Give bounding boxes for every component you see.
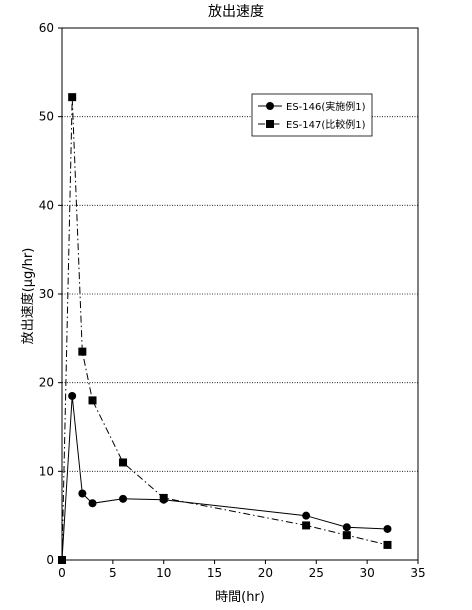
y-tick-label-40: 40 [39, 198, 54, 212]
y-tick-label-0: 0 [46, 553, 54, 567]
series-2 [58, 93, 392, 564]
legend-box [251, 93, 373, 137]
series-1-point-3 [78, 489, 87, 498]
series-2-point-2 [68, 93, 77, 102]
legend-label-1: ES-146(実施例1) [286, 100, 366, 113]
x-tick-label-20: 20 [258, 566, 273, 580]
series-2-point-5 [119, 458, 128, 467]
legend-item-2: ES-147(比較例1) [258, 118, 366, 131]
series-2-point-1 [58, 556, 66, 564]
series-2-point-8 [342, 531, 351, 540]
y-tick-label-30: 30 [39, 287, 54, 301]
series-1-point-9 [383, 524, 392, 533]
y-tick-label-20: 20 [39, 376, 54, 390]
series-1-line [61, 395, 388, 561]
series-2-point-7 [302, 521, 311, 530]
legend: ES-146(実施例1) ES-147(比較例1) [251, 93, 373, 137]
legend-item-1: ES-146(実施例1) [258, 100, 366, 113]
series-1-point-7 [302, 511, 311, 520]
series-2-line [61, 97, 388, 561]
x-tick-label-10: 10 [156, 566, 171, 580]
series-1-point-8 [342, 523, 351, 532]
plot-area: 0 10 20 30 40 50 60 0 5 10 15 20 25 30 35 [39, 21, 426, 580]
x-tick-label-0: 0 [58, 566, 66, 580]
legend-marker-1 [266, 102, 274, 110]
series-2-point-6 [159, 493, 168, 502]
x-tick-label-15: 15 [207, 566, 222, 580]
x-tick-label-5: 5 [109, 566, 117, 580]
series-1-point-4 [88, 499, 97, 508]
x-tick-label-25: 25 [309, 566, 324, 580]
y-tick-label-60: 60 [39, 21, 54, 35]
y-tick-label-10: 10 [39, 464, 54, 478]
series-1 [58, 391, 392, 564]
x-tick-label-35: 35 [410, 566, 425, 580]
y-axis-label: 放出速度(μg/hr) [20, 248, 36, 345]
series-2-point-3 [78, 347, 87, 356]
y-tick-label-50: 50 [39, 110, 54, 124]
x-axis-label: 時間(hr) [215, 590, 265, 605]
series-2-point-9 [383, 540, 392, 549]
series-2-point-4 [88, 396, 97, 405]
x-tick-label-30: 30 [360, 566, 375, 580]
series-1-point-2 [68, 391, 77, 400]
legend-label-2: ES-147(比較例1) [286, 118, 366, 131]
series-1-point-5 [119, 494, 128, 503]
chart-title: 放出速度 [208, 4, 264, 20]
legend-marker-2 [266, 120, 274, 128]
